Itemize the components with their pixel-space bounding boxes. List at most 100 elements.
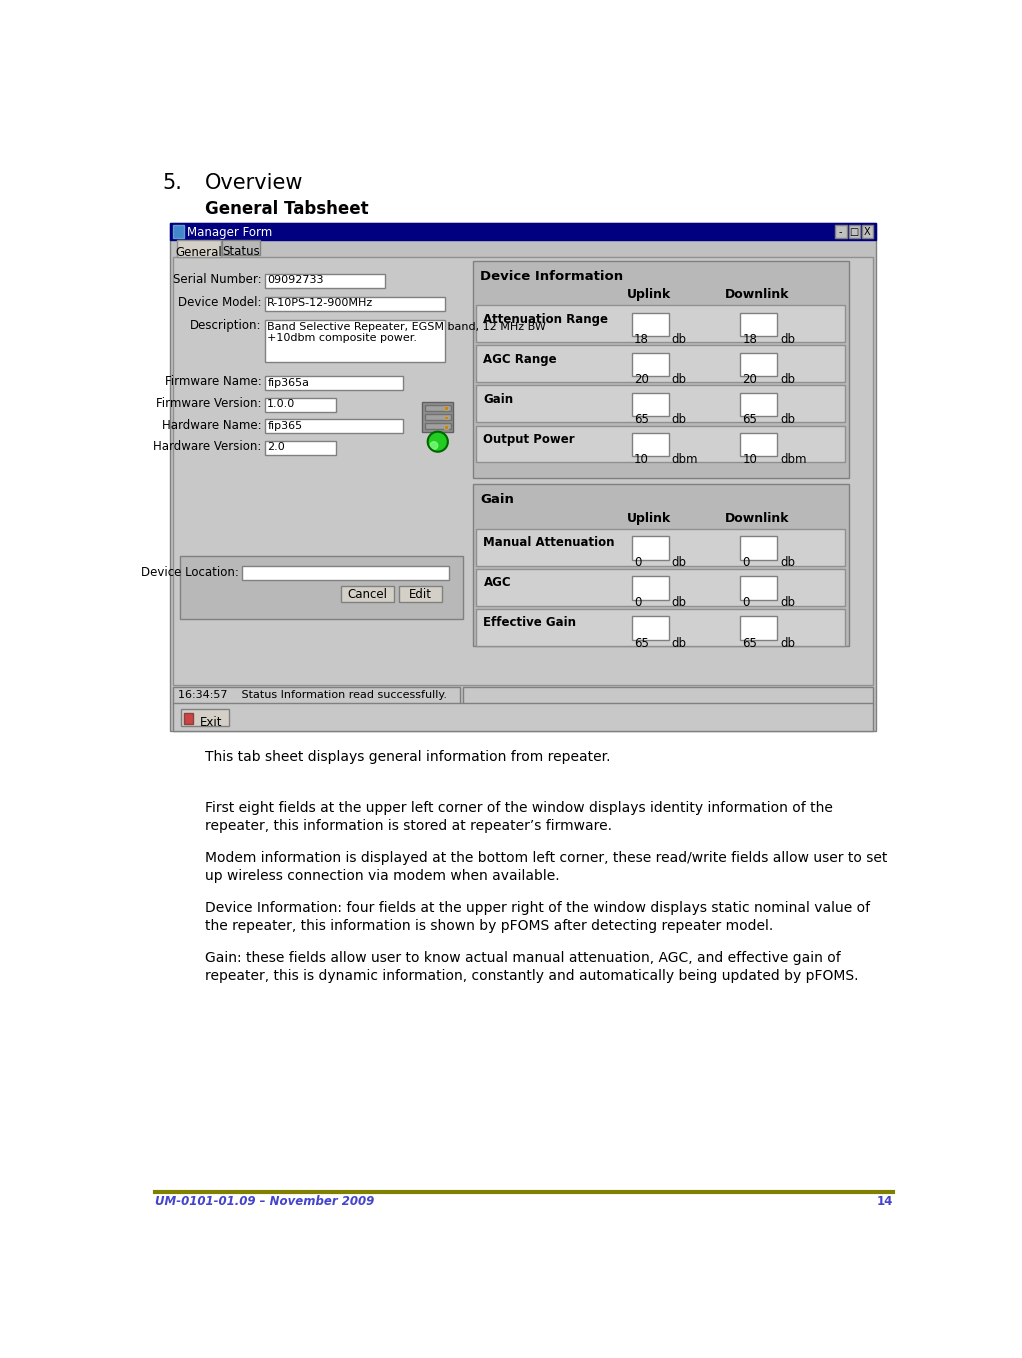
Bar bbox=[181, 709, 229, 725]
Text: 10: 10 bbox=[742, 454, 757, 466]
Bar bbox=[171, 223, 876, 240]
Text: UM-0101-01.09 – November 2009: UM-0101-01.09 – November 2009 bbox=[155, 1195, 374, 1207]
Text: 0: 0 bbox=[742, 596, 750, 610]
Bar bbox=[740, 536, 777, 559]
Text: Modem information is displayed at the bottom left corner, these read/write field: Modem information is displayed at the bo… bbox=[205, 850, 888, 883]
Bar bbox=[463, 687, 873, 703]
Text: 0: 0 bbox=[634, 557, 641, 569]
Text: db: db bbox=[671, 637, 687, 649]
Bar bbox=[174, 687, 460, 703]
Text: Status: Status bbox=[222, 246, 260, 258]
Text: Manual Attenuation: Manual Attenuation bbox=[483, 536, 615, 550]
Bar bbox=[475, 386, 845, 422]
Bar bbox=[265, 420, 403, 433]
Text: AGC Range: AGC Range bbox=[483, 353, 557, 367]
Text: Firmware Version:: Firmware Version: bbox=[156, 397, 262, 410]
Text: Uplink: Uplink bbox=[626, 288, 670, 301]
Text: db: db bbox=[671, 596, 687, 610]
Bar bbox=[740, 394, 777, 417]
Bar bbox=[265, 274, 385, 288]
Text: Hardware Version:: Hardware Version: bbox=[153, 440, 262, 454]
Text: 0: 0 bbox=[742, 557, 750, 569]
Text: 10: 10 bbox=[634, 454, 649, 466]
Bar bbox=[265, 441, 336, 455]
Text: Effective Gain: Effective Gain bbox=[483, 617, 576, 630]
Text: 0: 0 bbox=[634, 596, 641, 610]
Bar bbox=[632, 536, 668, 559]
Text: Uplink: Uplink bbox=[626, 512, 670, 524]
Bar bbox=[740, 353, 777, 376]
Text: 1.0.0: 1.0.0 bbox=[267, 399, 295, 409]
Text: db: db bbox=[671, 373, 687, 386]
Text: 18: 18 bbox=[634, 333, 649, 346]
Text: 20: 20 bbox=[742, 373, 757, 386]
Text: db: db bbox=[671, 333, 687, 346]
Bar bbox=[632, 433, 668, 456]
Bar bbox=[472, 483, 848, 646]
Bar bbox=[177, 240, 221, 257]
Bar bbox=[740, 314, 777, 337]
Text: 65: 65 bbox=[634, 413, 649, 426]
Text: db: db bbox=[671, 557, 687, 569]
Text: Output Power: Output Power bbox=[483, 433, 575, 447]
Bar bbox=[475, 608, 845, 646]
Text: Gain: Gain bbox=[480, 493, 514, 507]
Bar bbox=[475, 528, 845, 566]
Text: dbm: dbm bbox=[671, 454, 698, 466]
Text: Exit: Exit bbox=[199, 716, 222, 729]
Text: Manager Form: Manager Form bbox=[187, 225, 273, 239]
Bar bbox=[265, 376, 403, 390]
Bar bbox=[475, 306, 845, 342]
Bar bbox=[222, 240, 261, 255]
Bar bbox=[632, 576, 668, 599]
Text: 65: 65 bbox=[742, 413, 757, 426]
Text: Serial Number:: Serial Number: bbox=[173, 273, 262, 287]
Text: Downlink: Downlink bbox=[725, 288, 789, 301]
Text: 09092733: 09092733 bbox=[267, 276, 324, 285]
Bar bbox=[171, 223, 876, 731]
Bar bbox=[424, 405, 451, 411]
Bar bbox=[184, 713, 193, 724]
Text: db: db bbox=[781, 413, 795, 426]
Bar bbox=[835, 224, 847, 238]
Bar bbox=[632, 617, 668, 640]
Text: Device Information: Device Information bbox=[480, 270, 623, 282]
Bar bbox=[444, 416, 448, 420]
Text: db: db bbox=[781, 333, 795, 346]
Text: Firmware Name:: Firmware Name: bbox=[166, 375, 262, 388]
Text: Device Location:: Device Location: bbox=[141, 566, 238, 580]
Text: 5.: 5. bbox=[162, 172, 183, 193]
Text: Description:: Description: bbox=[190, 319, 262, 333]
Bar bbox=[475, 569, 845, 606]
Text: X: X bbox=[864, 227, 871, 236]
Text: Gain: Gain bbox=[483, 394, 514, 406]
Text: Attenuation Range: Attenuation Range bbox=[483, 314, 608, 326]
Text: -: - bbox=[839, 227, 842, 236]
Bar bbox=[241, 566, 450, 580]
Text: db: db bbox=[671, 413, 687, 426]
Bar bbox=[472, 261, 848, 478]
Bar bbox=[265, 398, 336, 411]
Text: General: General bbox=[175, 246, 222, 259]
Bar bbox=[632, 314, 668, 337]
Bar bbox=[848, 224, 861, 238]
Text: db: db bbox=[781, 596, 795, 610]
Text: 65: 65 bbox=[742, 637, 757, 649]
Text: Band Selective Repeater, EGSM band, 12 MHz BW
+10dbm composite power.: Band Selective Repeater, EGSM band, 12 M… bbox=[267, 322, 546, 344]
Text: Gain: these fields allow user to know actual manual attenuation, AGC, and effect: Gain: these fields allow user to know ac… bbox=[205, 951, 858, 983]
Bar bbox=[862, 224, 874, 238]
Bar bbox=[180, 555, 463, 619]
Bar bbox=[265, 297, 445, 311]
Bar bbox=[444, 406, 448, 410]
Text: 2.0: 2.0 bbox=[267, 443, 285, 452]
Bar bbox=[174, 702, 873, 731]
Bar bbox=[475, 425, 845, 463]
Bar bbox=[265, 320, 445, 363]
Text: Edit: Edit bbox=[409, 588, 432, 600]
Circle shape bbox=[427, 432, 448, 452]
Bar bbox=[740, 617, 777, 640]
Text: Device Information: four fields at the upper right of the window displays static: Device Information: four fields at the u… bbox=[205, 900, 871, 933]
Text: AGC: AGC bbox=[483, 576, 511, 589]
Bar bbox=[399, 587, 442, 602]
Text: □: □ bbox=[849, 227, 858, 236]
